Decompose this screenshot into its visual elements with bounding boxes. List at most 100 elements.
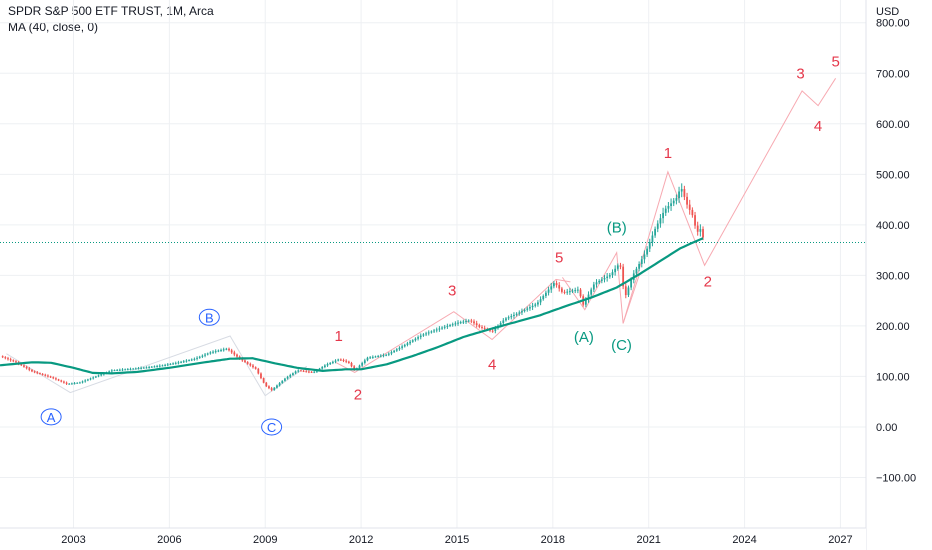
y-tick-label: 400.00 xyxy=(876,220,910,232)
candle-body xyxy=(611,272,614,276)
candle-body xyxy=(182,361,185,363)
candle-body xyxy=(126,369,129,371)
candle-body xyxy=(294,371,297,374)
candle-body xyxy=(680,189,683,192)
candle-body xyxy=(257,368,260,374)
candle-body xyxy=(323,365,326,368)
candle-body xyxy=(4,357,7,359)
y-tick-label: 100.00 xyxy=(876,371,910,383)
candle-body xyxy=(550,286,553,290)
candle-body xyxy=(265,382,268,387)
candle-body xyxy=(350,362,353,367)
currency-label: USD xyxy=(876,6,899,18)
candle-body xyxy=(289,375,292,377)
candle-body xyxy=(401,346,404,348)
candle-body xyxy=(406,343,409,345)
candle-body xyxy=(305,371,308,373)
candle-body xyxy=(558,285,561,289)
candle-body xyxy=(230,350,233,353)
wave-label-circle xyxy=(198,308,220,326)
candle-body xyxy=(571,290,574,292)
candle-body xyxy=(374,356,377,358)
candle-body xyxy=(331,361,334,363)
candle-body xyxy=(300,370,302,372)
candle-body xyxy=(656,223,659,229)
wave-label: 2 xyxy=(704,273,712,290)
candle-body xyxy=(664,208,667,213)
candle-body xyxy=(361,362,364,366)
candle-body xyxy=(499,323,502,326)
candle-body xyxy=(276,385,278,388)
wave-label: 3 xyxy=(448,283,456,300)
candle-body xyxy=(278,383,281,386)
candle-body xyxy=(233,352,236,355)
candle-body xyxy=(481,326,483,328)
candle-body xyxy=(598,280,601,283)
candle-body xyxy=(158,365,161,367)
candle-body xyxy=(113,370,116,372)
candle-body xyxy=(212,351,214,353)
candle-body xyxy=(600,279,603,281)
candle-body xyxy=(515,313,518,315)
candle-body xyxy=(614,268,617,273)
candle-body xyxy=(619,265,622,267)
candle-body xyxy=(579,289,582,297)
candle-body xyxy=(65,382,68,384)
candle-body xyxy=(592,284,595,290)
candle-body xyxy=(225,348,228,350)
candle-body xyxy=(228,348,230,351)
candle-body xyxy=(443,326,446,328)
candle-body xyxy=(121,369,124,371)
candle-body xyxy=(116,369,119,371)
x-tick-label: 2027 xyxy=(828,534,852,546)
candle-body xyxy=(691,209,694,216)
candle-body xyxy=(204,354,206,356)
candle-body xyxy=(646,248,649,255)
candle-body xyxy=(451,324,454,326)
candle-body xyxy=(545,292,547,296)
candle-body xyxy=(505,318,507,321)
candle-body xyxy=(688,204,691,210)
candle-body xyxy=(241,358,244,361)
impulse-wave-line xyxy=(335,278,571,373)
candle-body xyxy=(31,369,33,372)
candle-body xyxy=(635,268,638,274)
candle-body xyxy=(539,299,542,303)
candle-body xyxy=(169,363,172,365)
y-tick-label: 200.00 xyxy=(876,321,910,333)
candle-body xyxy=(603,278,606,280)
candle-body xyxy=(473,321,475,324)
y-tick-label: 700.00 xyxy=(876,68,910,80)
x-tick-label: 2021 xyxy=(636,534,660,546)
x-tick-label: 2024 xyxy=(732,534,756,546)
candle-body xyxy=(262,378,265,383)
wave-label: (C) xyxy=(611,337,632,354)
candle-body xyxy=(161,365,164,367)
candle-body xyxy=(427,332,430,334)
wave-label: C xyxy=(267,420,276,435)
candle-body xyxy=(222,349,225,351)
candle-body xyxy=(78,382,81,384)
candle-body xyxy=(390,352,393,354)
candle-body xyxy=(25,366,28,369)
candle-body xyxy=(12,360,15,362)
candle-body xyxy=(529,307,531,309)
candle-body xyxy=(616,265,619,269)
x-tick-label: 2003 xyxy=(61,534,85,546)
candle-body xyxy=(92,377,95,379)
candle-body xyxy=(153,366,156,368)
candle-body xyxy=(686,196,688,205)
candle-body xyxy=(297,370,300,372)
candle-body xyxy=(286,376,289,379)
candle-body xyxy=(252,365,254,368)
y-tick-label: 500.00 xyxy=(876,169,910,181)
candle-body xyxy=(566,291,569,293)
candle-body xyxy=(148,367,151,369)
candle-body xyxy=(640,259,643,264)
elliott-wave-lines xyxy=(6,78,837,397)
candle-body xyxy=(369,357,372,359)
wave-label: 3 xyxy=(796,65,804,82)
candle-body xyxy=(49,376,52,378)
candle-body xyxy=(193,358,196,360)
